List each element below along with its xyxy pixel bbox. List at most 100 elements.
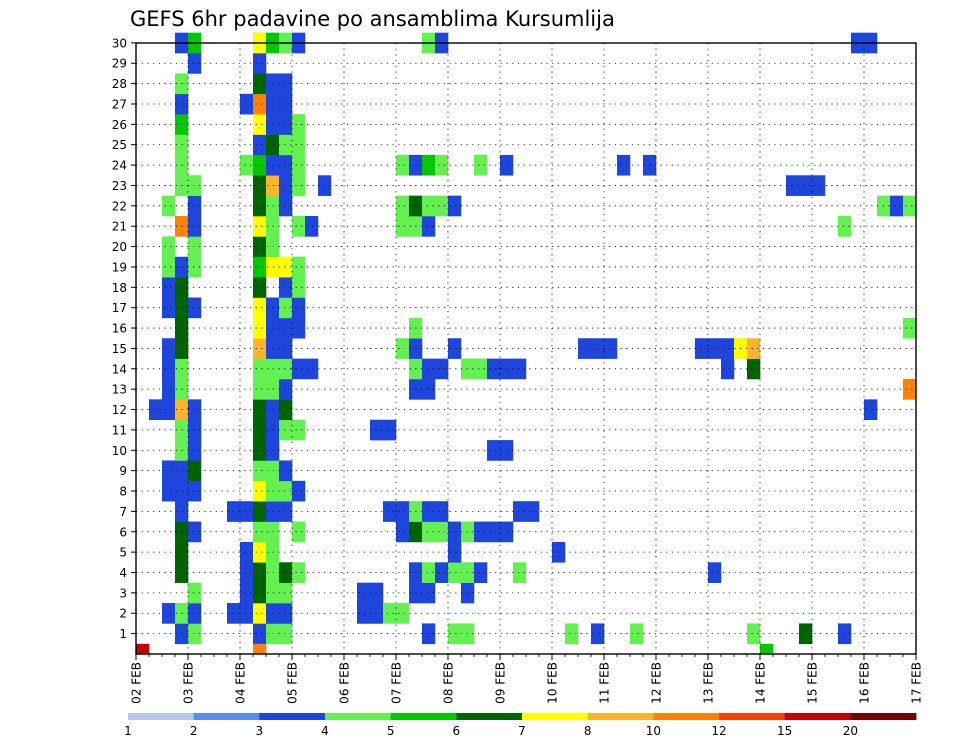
y-tick-label: 22 (112, 199, 127, 213)
heatmap-cell (188, 603, 202, 624)
heatmap-cell (240, 154, 254, 176)
heatmap-cell (292, 358, 306, 380)
y-tick-label: 16 (112, 322, 127, 336)
heatmap-cell (617, 154, 631, 176)
heatmap-cell (253, 501, 267, 522)
heatmap-cell (266, 73, 280, 95)
heatmap-cell (383, 419, 397, 441)
heatmap-cell (266, 623, 280, 645)
heatmap-cell (266, 480, 280, 502)
heatmap-cell (435, 562, 449, 583)
y-tick-label: 23 (112, 179, 127, 193)
legend-swatch (522, 713, 589, 720)
heatmap-cell (292, 134, 306, 156)
heatmap-cell (253, 93, 267, 115)
y-tick-label: 10 (112, 444, 127, 458)
legend-label: 3 (256, 724, 264, 738)
heatmap-cell (266, 236, 280, 258)
heatmap-cell (240, 562, 254, 583)
y-tick-label: 18 (112, 281, 127, 295)
heatmap-cell (253, 358, 267, 380)
heatmap-cell (903, 317, 917, 339)
y-tick-label: 14 (112, 362, 127, 376)
heatmap-cell (253, 236, 267, 258)
heatmap-cell (266, 541, 280, 563)
legend-swatch (784, 713, 851, 720)
heatmap-cell (266, 297, 280, 319)
heatmap-cell (266, 317, 280, 339)
heatmap-cell (279, 480, 293, 502)
x-tick-label: 08 FEB (442, 662, 456, 704)
legend-label: 6 (453, 724, 461, 738)
heatmap-cell (162, 358, 176, 380)
x-tick-label: 03 FEB (182, 662, 196, 704)
heatmap-cell (708, 562, 722, 583)
legend-label: 20 (843, 724, 858, 738)
heatmap-cell (253, 562, 267, 583)
x-tick-label: 12 FEB (650, 662, 664, 704)
heatmap-cell (162, 236, 176, 258)
heatmap-cell (422, 378, 436, 400)
x-axis: 02 FEB 03 FEB 04 FEB 05 FEB 06 FEB 07 FEB 08 F… (130, 654, 924, 704)
heatmap-cell (838, 623, 852, 645)
heatmap-cell (448, 562, 462, 583)
heatmap-cell (292, 480, 306, 502)
heatmap-cell (266, 338, 280, 359)
heatmap-cell (422, 501, 436, 522)
heatmap-cell (448, 338, 462, 359)
heatmap-cell (266, 501, 280, 522)
heatmap-cell (266, 216, 280, 237)
heatmap-cell (357, 603, 371, 624)
heatmap-cell (253, 460, 267, 482)
heatmap-cell (474, 358, 488, 380)
legend-label: 2 (190, 724, 198, 738)
heatmap-cell (279, 399, 293, 421)
x-tick-label: 06 FEB (338, 662, 352, 704)
heatmap-cell (266, 603, 280, 624)
heatmap-cell (695, 338, 709, 359)
heatmap-cell (292, 277, 306, 298)
heatmap-cell (253, 419, 267, 441)
legend-swatch (390, 713, 457, 720)
x-tick-label: 02 FEB (130, 662, 144, 704)
heatmap-cell (630, 623, 644, 645)
heatmap-cell (253, 521, 267, 543)
heatmap-cell (903, 195, 917, 217)
heatmap-cell (747, 338, 761, 359)
heatmap-cell (162, 399, 176, 421)
heatmap-cell (487, 521, 501, 543)
heatmap-cell (266, 460, 280, 482)
x-tick-label: 07 FEB (390, 662, 404, 704)
y-tick-label: 2 (119, 607, 127, 621)
heatmap-cell (188, 195, 202, 217)
x-tick-label: 04 FEB (234, 662, 248, 704)
legend-swatch (259, 713, 326, 720)
x-tick-label: 14 FEB (754, 662, 768, 704)
heatmap-cell (747, 358, 761, 380)
heatmap-cell (292, 114, 306, 135)
legend-swatch (653, 713, 720, 720)
heatmap-cell (240, 501, 254, 522)
x-tick-label: 05 FEB (286, 662, 300, 704)
y-tick-label: 12 (112, 403, 127, 417)
heatmap-cell (292, 562, 306, 583)
heatmap-cell (370, 419, 384, 441)
legend-label: 5 (387, 724, 395, 738)
heatmap-cell (253, 175, 267, 196)
heatmap-cell (240, 603, 254, 624)
heatmap-cell (188, 236, 202, 258)
y-tick-label: 8 (119, 485, 127, 499)
heatmap-cell (565, 623, 579, 645)
heatmap-cell (279, 460, 293, 482)
heatmap-cell (266, 175, 280, 196)
y-tick-label: 26 (112, 118, 127, 132)
heatmap-cell (266, 562, 280, 583)
grid-lines (136, 42, 916, 654)
heatmap-cell (253, 297, 267, 319)
heatmap-cell (240, 93, 254, 115)
heatmap-cell (266, 195, 280, 217)
heatmap-cell (253, 317, 267, 339)
heatmap-cell (279, 562, 293, 583)
heatmap-cell (864, 399, 878, 421)
heatmap-cell (253, 256, 267, 278)
